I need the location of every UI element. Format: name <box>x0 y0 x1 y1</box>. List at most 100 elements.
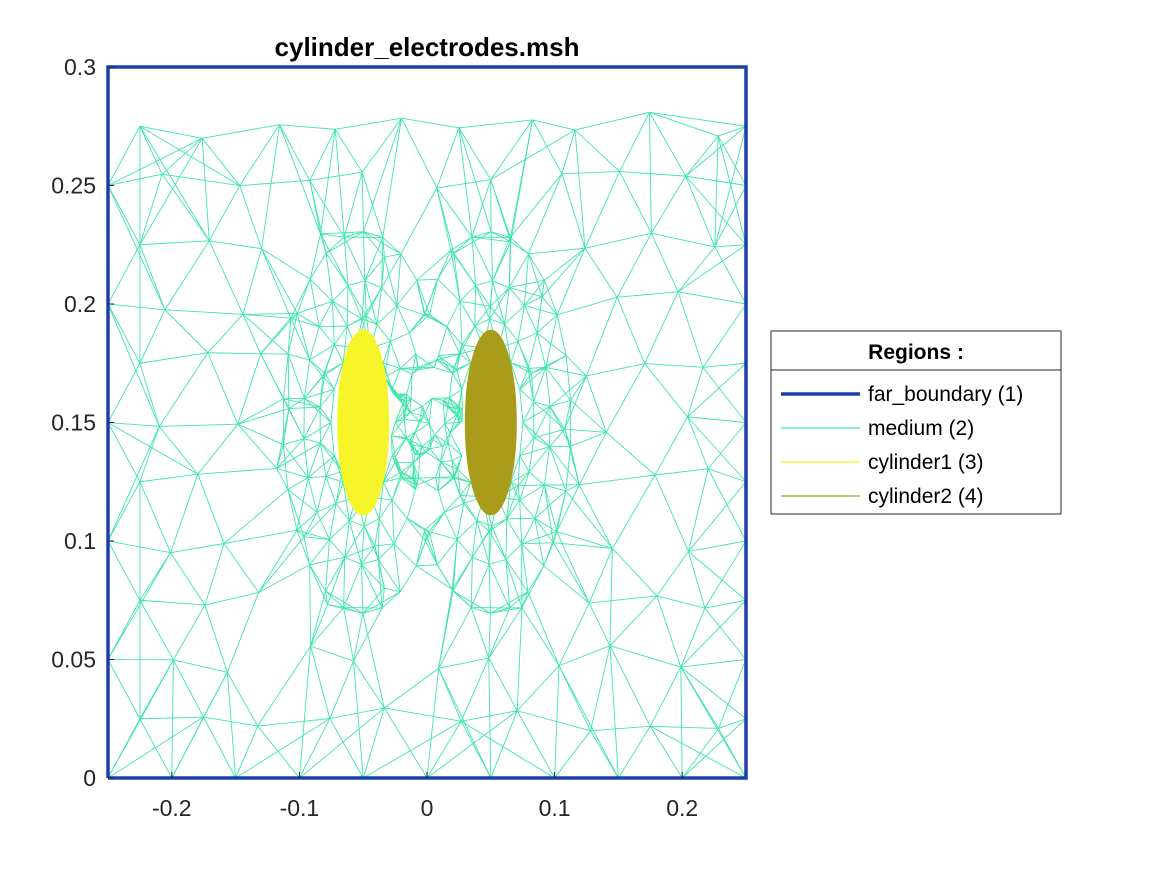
medium-mesh-edge <box>461 362 472 390</box>
medium-mesh-edge <box>650 725 747 779</box>
medium-mesh-edge <box>489 287 510 320</box>
medium-mesh-edge <box>329 503 337 540</box>
medium-mesh-edge <box>510 362 532 374</box>
medium-mesh-edge <box>395 412 411 423</box>
medium-mesh-edge <box>605 363 646 433</box>
medium-mesh-edge <box>677 244 747 293</box>
medium-mesh-edge <box>400 353 417 369</box>
medium-mesh-edge <box>422 406 430 424</box>
medium-mesh-edge <box>376 287 383 325</box>
medium-mesh-edge <box>524 305 558 316</box>
medium-mesh-edge <box>510 241 529 255</box>
y-tick-label: 0.2 <box>64 291 96 317</box>
medium-mesh-edge <box>361 563 383 609</box>
medium-mesh-edge <box>714 136 719 247</box>
medium-mesh-edge <box>201 138 241 186</box>
medium-mesh-edge <box>239 179 310 186</box>
legend-box <box>770 330 1062 515</box>
medium-mesh-edge <box>549 446 580 486</box>
medium-mesh-edge <box>488 607 523 659</box>
medium-mesh-edge <box>390 435 393 456</box>
medium-mesh-edge <box>164 309 244 315</box>
medium-mesh-edge <box>471 237 477 286</box>
medium-mesh-edge <box>344 556 362 565</box>
medium-mesh-edge <box>208 240 244 315</box>
medium-mesh-edge <box>444 407 449 424</box>
medium-mesh-edge <box>558 665 591 731</box>
medium-mesh-edge <box>452 455 463 462</box>
medium-mesh-edge <box>172 604 206 661</box>
medium-mesh-edge <box>419 415 424 422</box>
medium-mesh-edge <box>396 253 402 306</box>
medium-mesh-edge <box>453 478 465 504</box>
medium-mesh-edge <box>290 318 311 361</box>
medium-mesh-edge <box>279 124 336 130</box>
medium-mesh-edge <box>702 367 747 423</box>
medium-mesh-edge <box>290 278 311 319</box>
medium-mesh-edge <box>318 300 333 327</box>
medium-mesh-edge <box>422 398 433 407</box>
medium-mesh-edge <box>506 499 521 520</box>
medium-mesh-edge <box>543 484 558 532</box>
medium-mesh-edge <box>325 539 330 592</box>
medium-mesh-edge <box>510 341 519 363</box>
medium-mesh-edge <box>531 355 567 374</box>
medium-mesh-edge <box>201 138 210 241</box>
medium-mesh-edge <box>536 280 545 333</box>
medium-mesh-edge <box>617 291 679 298</box>
medium-mesh-edge <box>490 231 493 281</box>
plot-axes: -0.2 -0.1 0 0.1 0.2 0 0.05 0.1 0.15 0.2 0.25 0.3 c… <box>51 32 748 821</box>
medium-mesh-edge <box>390 435 396 457</box>
medium-mesh-edge <box>325 252 349 286</box>
medium-mesh-edge <box>718 718 747 729</box>
medium-mesh-edge <box>519 366 547 390</box>
medium-mesh-edge <box>243 313 298 315</box>
medium-mesh-edge <box>416 280 430 315</box>
medium-mesh-edge <box>239 124 280 186</box>
medium-mesh-edge <box>412 462 420 479</box>
medium-mesh-edge <box>390 332 410 342</box>
medium-mesh-edge <box>162 173 240 186</box>
medium-mesh-edge <box>384 256 398 306</box>
medium-mesh-edge <box>319 406 332 423</box>
x-tick-label: -0.2 <box>152 795 192 821</box>
medium-mesh-edge <box>353 660 385 709</box>
medium-mesh-edge <box>570 431 607 447</box>
medium-mesh-edge <box>414 422 430 433</box>
medium-mesh-edge <box>438 657 489 669</box>
medium-mesh-edge <box>310 607 344 647</box>
medium-mesh-edge <box>424 529 430 532</box>
medium-mesh-edge <box>438 668 462 722</box>
medium-mesh-edge <box>558 665 619 779</box>
medium-mesh-edge <box>437 476 454 492</box>
medium-mesh-edge <box>519 437 535 456</box>
medium-mesh-edge <box>391 499 408 519</box>
medium-mesh-edge <box>491 231 511 238</box>
medium-mesh-edge <box>309 252 327 280</box>
medium-mesh-edge <box>436 127 460 189</box>
medium-mesh-edge <box>139 240 210 246</box>
medium-mesh-edge <box>564 375 587 430</box>
medium-mesh-edge <box>436 187 455 254</box>
medium-mesh-edge <box>382 481 393 501</box>
y-tick-label: 0 <box>83 765 96 791</box>
medium-mesh-edge <box>325 253 333 302</box>
medium-mesh-edge <box>677 291 747 305</box>
medium-mesh-edge <box>521 543 529 592</box>
medium-mesh-edge <box>505 559 529 593</box>
medium-mesh-edge <box>400 368 413 375</box>
medium-mesh-edge <box>412 462 415 479</box>
medium-mesh-edge <box>139 244 166 310</box>
medium-mesh-edge <box>434 434 444 447</box>
medium-mesh-edge <box>303 536 330 540</box>
medium-mesh-edge <box>364 237 384 282</box>
medium-mesh-edge <box>384 667 439 709</box>
medium-mesh-edge <box>453 252 476 286</box>
medium-mesh-edge <box>654 474 689 552</box>
medium-mesh-edge <box>425 511 445 542</box>
medium-mesh-edge <box>303 438 309 478</box>
medium-mesh-edge <box>418 455 421 478</box>
medium-mesh-edge <box>389 305 398 342</box>
medium-mesh-edge <box>283 398 321 408</box>
medium-mesh-edge <box>107 137 203 186</box>
